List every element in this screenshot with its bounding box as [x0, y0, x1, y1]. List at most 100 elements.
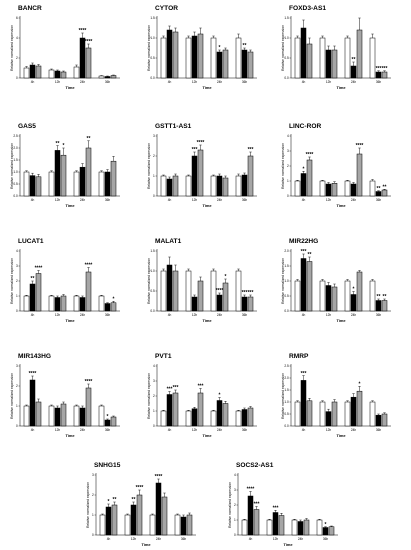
x-tick-label: 4h — [302, 198, 306, 202]
significance-label: **** — [85, 263, 93, 269]
bar — [344, 401, 351, 427]
significance-label: *** — [248, 290, 254, 296]
panel-mir22hg: MIR22HG Relative normalized expression 0.0… — [281, 238, 391, 323]
y-tick-label: 4 — [16, 249, 18, 253]
y-tick-label: 4 — [153, 364, 155, 368]
bar — [54, 70, 61, 79]
bar — [350, 396, 357, 427]
bar — [235, 175, 242, 197]
y-tick-label: 0 — [16, 309, 18, 313]
y-tick-label: 1.0 — [284, 400, 289, 404]
bar — [350, 294, 357, 312]
y-tick-label: 1 — [92, 513, 94, 517]
x-axis-label: Time — [336, 433, 346, 438]
x-tick-label: 12h — [192, 80, 198, 84]
bar — [48, 295, 55, 312]
bar — [79, 407, 86, 427]
significance-label: ** — [352, 57, 356, 63]
significance-label: **** — [197, 140, 205, 146]
bar — [98, 171, 105, 197]
y-axis-label: Relative normalized expression — [10, 25, 14, 71]
bar — [241, 174, 248, 197]
bar — [174, 514, 181, 536]
bar — [235, 37, 242, 79]
x-tick-label: 36h — [376, 428, 382, 432]
y-tick-label: 0.0 — [13, 194, 18, 198]
y-tick-label: 0 — [16, 76, 18, 80]
bar — [29, 379, 36, 427]
bar — [216, 294, 223, 312]
x-tick-label: 4h — [168, 428, 172, 432]
bar — [185, 175, 192, 197]
bar — [294, 280, 301, 312]
x-tick-label: 12h — [192, 313, 198, 317]
panel-title: GSTT1-AS1 — [155, 123, 192, 130]
x-tick-label: 4h — [31, 313, 35, 317]
y-tick-label: 1.5 — [284, 388, 289, 392]
significance-label: ** — [377, 186, 381, 192]
bar — [306, 400, 313, 427]
y-tick-label: 2 — [16, 384, 18, 388]
y-tick-label: 0.0 — [284, 309, 289, 313]
significance-label: *** — [254, 502, 260, 508]
panel-rmrp: RMRP Relative normalized expression 0.0 0.5… — [281, 353, 391, 438]
x-axis-label: Time — [65, 203, 75, 208]
y-tick-label: 3 — [16, 364, 18, 368]
bar — [222, 282, 229, 312]
bar — [222, 403, 229, 427]
x-tick-label: 12h — [326, 80, 332, 84]
bar — [23, 405, 30, 427]
bar — [73, 66, 80, 79]
significance-label: ** — [31, 276, 35, 282]
bar — [375, 191, 382, 197]
bar — [124, 514, 131, 536]
x-tick-label: 36h — [181, 537, 187, 541]
y-tick-label: 0 — [153, 424, 155, 428]
x-tick-label: 36h — [105, 428, 111, 432]
panel-socs2-as1: SOCS2-AS1 Relative normalized expression 0… — [228, 462, 338, 547]
significance-label: * — [303, 166, 305, 172]
panel-gstt1-as1: GSTT1-AS1 Relative normalized expression 0… — [147, 123, 257, 208]
y-tick-label: 3 — [287, 149, 289, 153]
panel-title: BANCR — [18, 5, 42, 12]
bar — [303, 519, 310, 536]
bar — [185, 270, 192, 312]
y-tick-label: 1.0 — [284, 36, 289, 40]
y-axis-label: Relative normalized expression — [10, 373, 14, 419]
bar — [266, 519, 273, 536]
x-tick-label: 24h — [217, 428, 223, 432]
bar — [306, 159, 313, 197]
bar — [136, 494, 143, 536]
x-tick-label: 36h — [376, 198, 382, 202]
significance-label: **** — [79, 28, 87, 34]
bar — [325, 411, 332, 427]
significance-label: ** — [132, 497, 136, 503]
bar — [79, 297, 86, 312]
significance-label: **** — [306, 152, 314, 158]
bar — [23, 295, 30, 312]
x-axis-label: Time — [141, 542, 151, 547]
significance-label: ** — [308, 252, 312, 258]
y-tick-label: 2.5 — [284, 364, 289, 368]
x-tick-label: 36h — [242, 313, 248, 317]
panel-pvt1: PVT1 Relative normalized expression 0 1 2 3 4 *… — [147, 353, 257, 438]
x-tick-label: 24h — [80, 313, 86, 317]
bar — [85, 387, 92, 427]
bar — [160, 37, 167, 79]
bar — [160, 175, 167, 197]
bar — [110, 160, 117, 197]
y-tick-label: 2 — [16, 56, 18, 60]
bar — [166, 394, 173, 427]
bar — [241, 409, 248, 427]
y-tick-label: 4 — [16, 36, 18, 40]
bar — [104, 419, 111, 427]
x-tick-label: 36h — [105, 313, 111, 317]
y-tick-label: 0 — [92, 533, 94, 537]
x-tick-label: 12h — [55, 198, 61, 202]
x-tick-label: 4h — [302, 428, 306, 432]
bar — [149, 514, 156, 536]
significance-label: ** — [113, 497, 117, 503]
x-tick-label: 24h — [351, 313, 357, 317]
x-tick-label: 4h — [107, 537, 111, 541]
y-tick-label: 2.5 — [13, 134, 18, 138]
